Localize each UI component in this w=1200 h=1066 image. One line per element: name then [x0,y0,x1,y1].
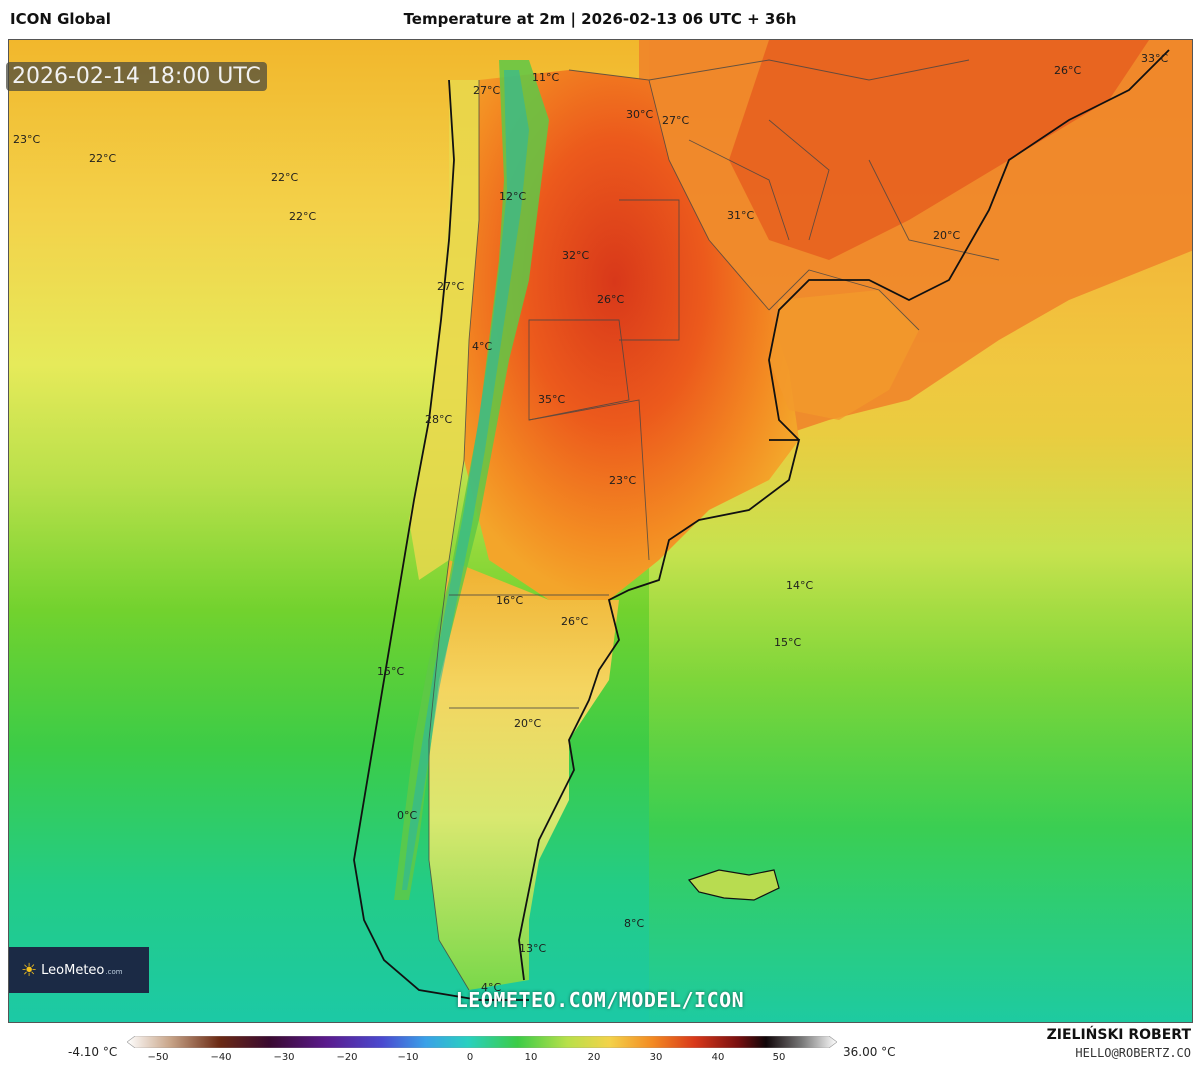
temperature-labels: 23°C 22°C 22°C 22°C 27°C 11°C 30°C 27°C … [13,52,1168,994]
temp-label: 30°C [626,108,653,121]
temp-label: 11°C [532,71,559,84]
temp-label: 28°C [425,413,452,426]
scale-tick: 0 [466,1052,474,1063]
scale-tick: −50 [147,1052,169,1063]
author-credit: ZIELIŃSKI ROBERT [1046,1027,1191,1043]
temp-label: 14°C [786,579,813,592]
scale-tick: 50 [772,1052,786,1063]
color-scale-bar [127,1036,837,1048]
temp-label: 20°C [514,717,541,730]
temperature-map: 23°C 22°C 22°C 22°C 27°C 11°C 30°C 27°C … [8,39,1193,1023]
scale-tick: −30 [273,1052,295,1063]
scale-tick: −10 [397,1052,419,1063]
temp-label: 26°C [561,615,588,628]
temp-label: 22°C [271,171,298,184]
temp-label: 23°C [609,474,636,487]
temp-label: 16°C [496,594,523,607]
logo-text: LeoMeteo [41,962,105,978]
temp-label: 26°C [597,293,624,306]
scale-tick: −20 [336,1052,358,1063]
temp-label: 22°C [289,210,316,223]
temp-label: 33°C [1141,52,1168,65]
temp-label: 31°C [727,209,754,222]
temp-label: 4°C [481,981,501,994]
temp-label: 0°C [397,809,417,822]
temp-label: 27°C [473,84,500,97]
temp-label: 27°C [662,114,689,127]
map-canvas: 23°C 22°C 22°C 22°C 27°C 11°C 30°C 27°C … [9,40,1192,1022]
scale-tick: 20 [587,1052,601,1063]
scale-tick: −40 [210,1052,232,1063]
temp-label: 35°C [538,393,565,406]
scale-tick: 30 [649,1052,663,1063]
author-email[interactable]: HELLO@ROBERTZ.CO [1075,1046,1191,1060]
scale-ticks: −50 −40 −30 −20 −10 0 10 20 30 40 50 [127,1052,837,1066]
sun-icon: ☀ [21,959,38,981]
temp-label: 13°C [519,942,546,955]
logo-suffix: .com [105,968,123,976]
legend-max-value: 36.00 °C [843,1045,896,1059]
temp-label: 20°C [933,229,960,242]
leometeo-logo[interactable]: ☀ LeoMeteo .com [9,947,149,993]
temp-label: 22°C [89,152,116,165]
valid-time-badge: 2026-02-14 18:00 UTC [6,62,267,91]
temp-label: 32°C [562,249,589,262]
temp-label: 26°C [1054,64,1081,77]
temp-label: 15°C [377,665,404,678]
model-name: ICON Global [10,10,111,28]
temp-label: 4°C [472,340,492,353]
legend-min-value: -4.10 °C [68,1045,118,1059]
temp-label: 23°C [13,133,40,146]
temp-label: 8°C [624,917,644,930]
temp-label: 15°C [774,636,801,649]
temp-label: 12°C [499,190,526,203]
temp-label: 27°C [437,280,464,293]
chart-title: Temperature at 2m | 2026-02-13 06 UTC + … [403,10,797,28]
scale-tick: 10 [524,1052,538,1063]
scale-tick: 40 [711,1052,725,1063]
watermark-url: LEOMETEO.COM/MODEL/ICON [455,988,745,1012]
